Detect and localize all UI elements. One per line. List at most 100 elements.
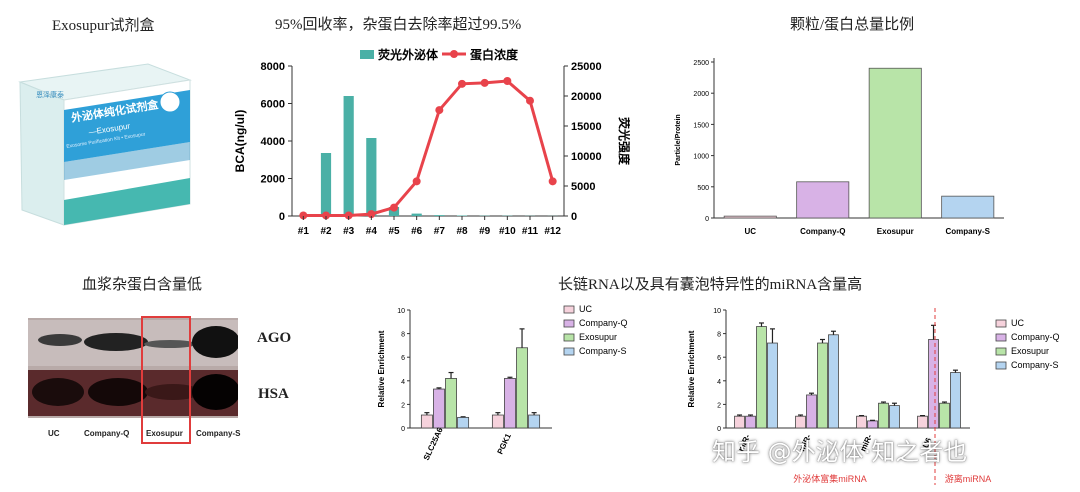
legend-label: UC <box>1011 318 1024 328</box>
point-protein-concentration <box>548 177 557 186</box>
lane-label: Company-Q <box>84 429 130 438</box>
bar-enrichment <box>806 394 817 429</box>
y-tick-label: 8 <box>401 332 405 339</box>
x-tick-label: #5 <box>388 226 400 237</box>
bar-fluorescent-exosome <box>366 138 377 216</box>
legend-label: Company-S <box>579 346 627 356</box>
chart-particle: 0 500 1000 1500 2000 2500 Particle/Protein UC Co… <box>675 58 1004 236</box>
point-protein-concentration <box>458 79 466 88</box>
band-label-hsa: HSA <box>258 386 289 402</box>
bar-enrichment <box>950 372 961 429</box>
bar-fluorescent-exosome <box>320 153 332 216</box>
point-protein-concentration <box>367 210 376 219</box>
bar-enrichment <box>756 326 767 429</box>
point-protein-concentration <box>480 78 489 87</box>
y-axis-label: Relative Enrichment <box>687 330 696 407</box>
x-tick-label: #1 <box>298 226 310 237</box>
x-tick-label: #3 <box>343 226 355 237</box>
x-tick-label: #4 <box>366 226 378 237</box>
lane-label: UC <box>48 429 60 438</box>
legend-label: Exosupur <box>579 332 617 342</box>
y-axis-label-right: 荧光强度 <box>617 117 630 166</box>
group-label-enriched: 外泌体富集miRNA <box>793 473 867 484</box>
y-tick-label: 6 <box>717 355 721 362</box>
legend-swatch <box>995 319 1007 328</box>
bar-enrichment <box>817 342 828 429</box>
y-tick-label-left: 6000 <box>261 99 285 111</box>
bar-fluorescent-exosome <box>411 213 422 216</box>
x-tick-label: #6 <box>411 226 423 237</box>
x-tick-label: #10 <box>499 226 516 237</box>
legend-swatch <box>563 305 575 314</box>
y-tick-label: 10 <box>397 308 405 315</box>
bar-enrichment <box>528 414 541 429</box>
product-title: Exosupur试剂盒 <box>52 18 155 34</box>
bar-particle-protein <box>796 181 850 219</box>
y-axis-label: Relative Enrichment <box>377 330 386 407</box>
x-tick-label: #7 <box>434 226 446 237</box>
point-protein-concentration <box>322 211 330 220</box>
y-tick-label: 2 <box>717 402 721 409</box>
legend-swatch-bar <box>360 50 374 59</box>
bar-enrichment <box>491 414 504 429</box>
bar-enrichment <box>867 420 878 429</box>
line-protein-concentration <box>303 79 555 217</box>
bar-enrichment <box>889 405 900 429</box>
x-tick-label: U6 <box>921 436 934 450</box>
chart-recovery-title: 95%回收率，杂蛋白去除率超过99.5% <box>275 17 522 33</box>
chart-rna-title: 长链RNA以及具有囊泡特异性的miRNA含量高 <box>558 277 863 293</box>
chart-recovery: 0 2000 4000 6000 8000 0 5000 10000 15000 20000 250… <box>233 47 630 237</box>
watermark: 知乎 @外泌体·知之者也 <box>712 438 968 466</box>
y-tick-label-right: 20000 <box>571 91 602 103</box>
point-protein-concentration <box>412 177 421 186</box>
y-tick-label: 1500 <box>693 122 709 129</box>
western-highlight-box <box>141 316 191 444</box>
bar-enrichment <box>445 378 457 429</box>
x-tick-label: Exosupur <box>877 227 914 236</box>
y-tick-label: 4 <box>401 379 405 386</box>
y-tick-label-right: 0 <box>571 211 577 223</box>
bar-fluorescent-exosome <box>343 96 354 216</box>
point-protein-concentration <box>344 211 353 220</box>
y-tick-label-right: 15000 <box>571 121 602 133</box>
x-tick-label: #11 <box>522 226 539 237</box>
x-tick-label: #2 <box>320 226 332 237</box>
point-protein-concentration <box>390 203 398 212</box>
legend-label: Company-S <box>1011 360 1059 370</box>
western-blot-image <box>28 318 238 418</box>
y-tick-label-right: 25000 <box>571 61 602 73</box>
bar-enrichment <box>734 415 745 429</box>
y-axis-label: Particle/Protein <box>675 114 682 165</box>
legend-swatch <box>563 333 575 342</box>
x-tick-label: Company-S <box>946 227 991 236</box>
bar-enrichment <box>745 415 756 429</box>
bar-enrichment <box>828 334 839 429</box>
legend-swatch <box>995 361 1007 370</box>
bar-particle-protein <box>941 195 995 219</box>
y-tick-label: 1000 <box>693 154 709 161</box>
y-tick-label: 6 <box>401 355 405 362</box>
x-tick-label: #8 <box>456 226 468 237</box>
bar-enrichment <box>457 416 470 429</box>
chart-particle-title: 颗粒/蛋白总量比例 <box>790 17 915 33</box>
box-brand: 恩泽康泰 <box>36 91 64 99</box>
x-tick-label: PGK1 <box>496 432 514 456</box>
bar-enrichment <box>420 414 433 429</box>
legend-swatch <box>563 347 575 356</box>
x-tick-label: Company-Q <box>800 227 845 236</box>
bar-enrichment <box>504 378 516 429</box>
legend-swatch <box>563 319 575 328</box>
y-axis-label-left: BCA(ng/ul) <box>233 110 247 173</box>
y-tick-label: 10 <box>713 308 721 315</box>
y-tick-label-left: 0 <box>279 211 285 223</box>
y-tick-label-left: 2000 <box>261 174 285 186</box>
legend-swatch-line-point <box>450 50 458 58</box>
bar-enrichment <box>939 402 950 429</box>
y-tick-label-right: 10000 <box>571 151 602 163</box>
y-tick-label: 2 <box>401 402 405 409</box>
y-tick-label-right: 5000 <box>571 181 595 193</box>
bar-enrichment <box>917 415 928 429</box>
bar-enrichment <box>878 402 889 429</box>
y-tick-label: 2000 <box>693 91 709 98</box>
